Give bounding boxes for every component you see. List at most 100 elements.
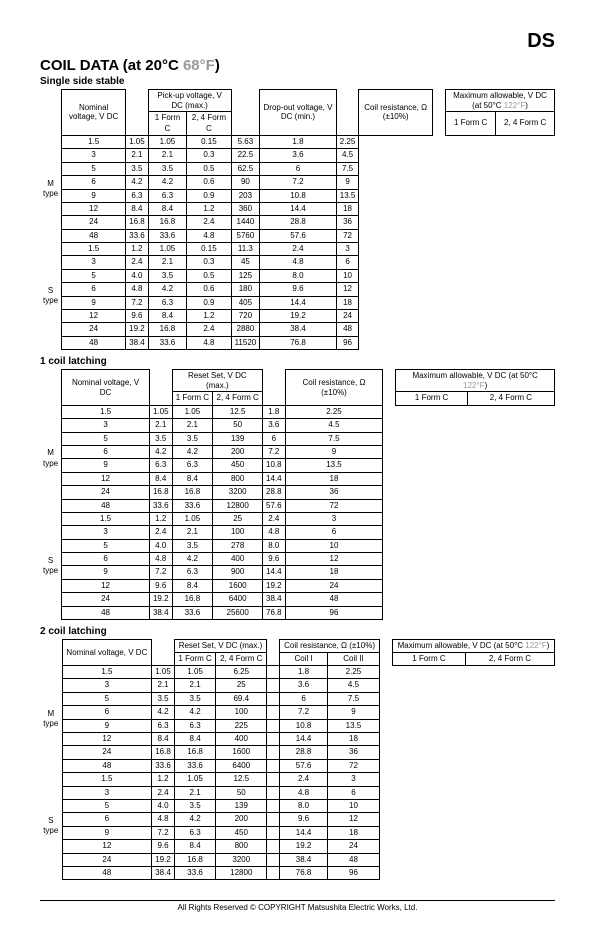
cell: 6 bbox=[62, 553, 150, 566]
cell: 6 bbox=[62, 445, 150, 458]
type-label: Mtype bbox=[40, 135, 62, 242]
two-coil-title: 2 coil latching bbox=[40, 626, 555, 637]
cell: 3.6 bbox=[280, 679, 328, 692]
h-24fc: 2, 4 Form C bbox=[216, 652, 267, 665]
cell: 5 bbox=[62, 432, 150, 445]
cell: 800 bbox=[213, 472, 263, 485]
cell: 9 bbox=[285, 445, 383, 458]
cell bbox=[267, 813, 280, 826]
cell: 10.8 bbox=[260, 189, 337, 202]
h-1fc: 1 Form C bbox=[148, 112, 187, 136]
cell: 6 bbox=[62, 283, 126, 296]
cell: 6 bbox=[263, 432, 286, 445]
cell: 16.8 bbox=[148, 323, 187, 336]
cell: 4.2 bbox=[148, 283, 187, 296]
cell: 3.5 bbox=[152, 692, 175, 705]
h-coil2: Coil II bbox=[327, 652, 379, 665]
cell: 125 bbox=[231, 269, 260, 282]
h-coilr: Coil resistance, Ω (±10%) bbox=[285, 370, 383, 406]
main-title: COIL DATA (at 20°C 68°F) bbox=[40, 57, 555, 74]
cell: 28.8 bbox=[280, 746, 328, 759]
cell: 6.3 bbox=[148, 189, 187, 202]
cell: 9.6 bbox=[280, 813, 328, 826]
cell: 6 bbox=[62, 706, 152, 719]
cell: 1.05 bbox=[152, 666, 175, 679]
cell: 76.8 bbox=[260, 336, 337, 349]
cell: 4.2 bbox=[172, 445, 213, 458]
cell: 200 bbox=[213, 445, 263, 458]
cell: 48 bbox=[327, 853, 379, 866]
cell: 24 bbox=[62, 323, 126, 336]
cell: 33.6 bbox=[174, 866, 216, 879]
h-reset: Reset Set, V DC (max.) bbox=[174, 640, 266, 653]
cell: 4.8 bbox=[149, 553, 172, 566]
cell: 139 bbox=[216, 799, 267, 812]
cell: 12 bbox=[62, 579, 150, 592]
cell: 2.4 bbox=[152, 786, 175, 799]
h-max: Maximum allowable, V DC (at 50°C 122°F) bbox=[392, 640, 554, 653]
cell: 6 bbox=[336, 256, 359, 269]
cell: 1.2 bbox=[126, 243, 149, 256]
cell: 62.5 bbox=[231, 162, 260, 175]
cell: 16.8 bbox=[148, 216, 187, 229]
cell: 16.8 bbox=[174, 746, 216, 759]
cell: 6 bbox=[62, 813, 152, 826]
cell: 25600 bbox=[213, 606, 263, 619]
cell: 96 bbox=[327, 866, 379, 879]
cell: 3.5 bbox=[149, 432, 172, 445]
cell: 7.5 bbox=[285, 432, 383, 445]
cell: 16.8 bbox=[152, 746, 175, 759]
cell: 2.4 bbox=[263, 512, 286, 525]
cell: 7.2 bbox=[149, 566, 172, 579]
cell bbox=[267, 706, 280, 719]
h-nominal: Nominal voltage, V DC bbox=[62, 640, 152, 666]
cell: 2.4 bbox=[187, 323, 231, 336]
cell: 25 bbox=[213, 512, 263, 525]
header-ds: DS bbox=[40, 30, 555, 53]
cell: 450 bbox=[213, 459, 263, 472]
cell: 180 bbox=[231, 283, 260, 296]
cell: 3.5 bbox=[148, 269, 187, 282]
cell: 12 bbox=[285, 553, 383, 566]
cell: 0.15 bbox=[187, 135, 231, 148]
cell: 9 bbox=[327, 706, 379, 719]
cell: 2.1 bbox=[126, 149, 149, 162]
cell: 57.6 bbox=[260, 229, 337, 242]
cell: 1.2 bbox=[152, 773, 175, 786]
cell: 3 bbox=[62, 526, 150, 539]
cell: 38.4 bbox=[152, 866, 175, 879]
cell: 8.0 bbox=[280, 799, 328, 812]
h-coil1: Coil I bbox=[280, 652, 328, 665]
cell: 2.4 bbox=[280, 773, 328, 786]
cell: 8.4 bbox=[172, 579, 213, 592]
cell: 9 bbox=[62, 296, 126, 309]
cell: 100 bbox=[213, 526, 263, 539]
cell: 7.5 bbox=[336, 162, 359, 175]
main-title-text: COIL DATA (at 20°C bbox=[40, 57, 183, 74]
cell: 2.1 bbox=[172, 419, 213, 432]
cell: 18 bbox=[285, 472, 383, 485]
cell: 2.4 bbox=[149, 526, 172, 539]
cell: 3.5 bbox=[174, 799, 216, 812]
cell: 3.5 bbox=[126, 162, 149, 175]
cell: 4.0 bbox=[152, 799, 175, 812]
cell: 12.5 bbox=[213, 405, 263, 418]
cell: 12.5 bbox=[216, 773, 267, 786]
cell: 4.0 bbox=[149, 539, 172, 552]
cell: 2.25 bbox=[327, 666, 379, 679]
type-label: Mtype bbox=[40, 405, 62, 512]
cell: 57.6 bbox=[263, 499, 286, 512]
two-coil-table: Nominal voltage, V DC Reset Set, V DC (m… bbox=[40, 639, 555, 880]
cell: 0.5 bbox=[187, 269, 231, 282]
cell: 3 bbox=[62, 256, 126, 269]
cell: 50 bbox=[213, 419, 263, 432]
cell: 3.6 bbox=[260, 149, 337, 162]
cell: 12 bbox=[336, 283, 359, 296]
cell: 1440 bbox=[231, 216, 260, 229]
cell bbox=[267, 786, 280, 799]
cell: 8.4 bbox=[149, 472, 172, 485]
cell: 5 bbox=[62, 539, 150, 552]
cell: 2.4 bbox=[187, 216, 231, 229]
cell: 24 bbox=[62, 853, 152, 866]
cell: 2.25 bbox=[336, 135, 359, 148]
